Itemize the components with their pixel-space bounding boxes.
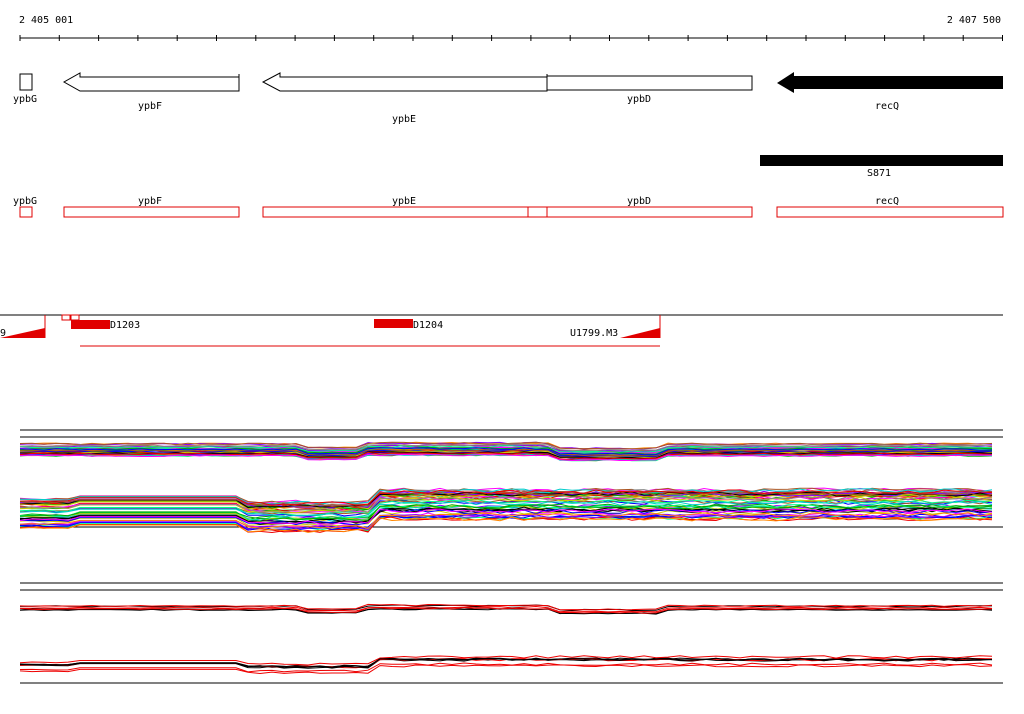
expression-line xyxy=(19,662,993,673)
cds-label: ypbE xyxy=(392,196,416,207)
expression-line xyxy=(19,664,993,675)
gene-label: ypbD xyxy=(627,94,651,105)
expression-line xyxy=(19,491,993,508)
expression-line xyxy=(19,498,993,516)
ruler-end: 2 407 500 xyxy=(947,15,1001,26)
cds-box xyxy=(776,206,1004,218)
expression-line xyxy=(19,655,993,666)
cds-box xyxy=(546,206,753,218)
feature-label: 9 xyxy=(0,328,6,339)
cds-box xyxy=(262,206,529,218)
gene-ypbG xyxy=(19,73,33,91)
cds-boxes xyxy=(19,206,1004,218)
expression-line xyxy=(19,512,993,529)
feature-triangle xyxy=(0,328,45,338)
gene-ypbF xyxy=(62,72,240,92)
cds-label: ypbF xyxy=(138,196,162,207)
gene-label: ypbE xyxy=(392,114,416,125)
expression-line xyxy=(19,607,993,614)
expression-tracks xyxy=(19,429,1003,684)
gene-label: ypbF xyxy=(138,101,162,112)
expression-line xyxy=(19,447,993,456)
feature-D1204 xyxy=(374,319,413,328)
feature-label: U1799.M3 xyxy=(570,328,618,339)
expression-line xyxy=(19,603,993,611)
feature-box xyxy=(61,314,71,321)
expression-line xyxy=(19,504,993,521)
cds-box xyxy=(19,206,33,218)
gene-recQ xyxy=(777,72,1003,93)
gene-label: ypbG xyxy=(13,94,37,105)
expression-line xyxy=(19,444,993,453)
feature-label: D1204 xyxy=(413,320,443,331)
expression-line xyxy=(19,489,993,506)
cds-box xyxy=(527,206,548,218)
expression-line xyxy=(19,496,993,513)
feature-D1203 xyxy=(71,320,110,329)
ruler-start: 2 405 001 xyxy=(19,15,73,26)
gene-ypbE xyxy=(261,72,548,92)
expression-line xyxy=(19,513,993,531)
feature-label: D1203 xyxy=(110,320,140,331)
feature-triangle xyxy=(620,328,660,338)
cds-label: ypbG xyxy=(13,196,37,207)
expression-line xyxy=(20,605,993,613)
expression-line xyxy=(19,453,993,462)
expression-line xyxy=(19,508,993,525)
expression-line xyxy=(19,500,993,518)
cds-label: recQ xyxy=(875,196,899,207)
expression-line xyxy=(19,488,993,506)
expression-line xyxy=(19,441,993,450)
expression-line xyxy=(19,451,993,460)
expression-line xyxy=(19,658,993,669)
gene-ypbD xyxy=(546,75,753,91)
expression-line xyxy=(19,443,993,452)
feature-box xyxy=(70,314,80,321)
gene-label: recQ xyxy=(875,101,899,112)
cds-box xyxy=(63,206,240,218)
operon-bar xyxy=(760,155,1003,166)
cds-label: ypbD xyxy=(627,196,651,207)
expression-line xyxy=(19,516,993,533)
operon-label: S871 xyxy=(867,168,891,179)
